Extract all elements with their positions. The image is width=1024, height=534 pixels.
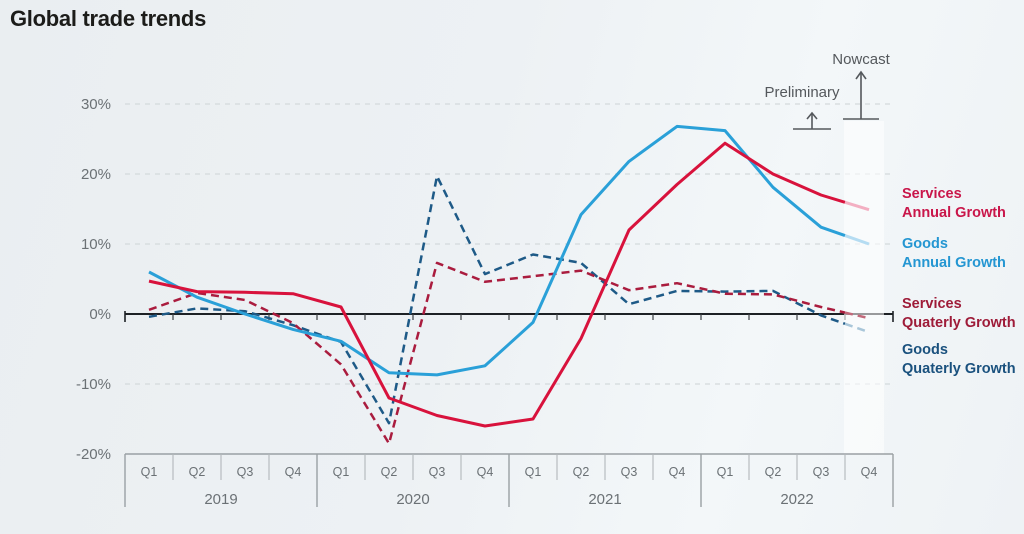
legend-services-annual-growth: Services Annual Growth bbox=[902, 185, 1023, 223]
nowcast-band bbox=[844, 121, 884, 454]
svg-text:Q3: Q3 bbox=[621, 465, 638, 479]
svg-text:30%: 30% bbox=[81, 96, 111, 113]
svg-text:Q1: Q1 bbox=[141, 465, 158, 479]
svg-text:Q4: Q4 bbox=[285, 465, 302, 479]
svg-text:Q4: Q4 bbox=[669, 465, 686, 479]
legend-goods-quaterly-growth: Goods Quaterly Growth bbox=[902, 341, 1023, 379]
svg-text:-20%: -20% bbox=[76, 446, 111, 463]
legend-goods-annual-growth: Goods Annual Growth bbox=[902, 235, 1023, 273]
svg-text:2020: 2020 bbox=[396, 491, 429, 508]
legend-label: Quaterly Growth bbox=[902, 361, 1016, 377]
series-goods-quaterly-growth bbox=[148, 174, 870, 425]
series-services-annual-growth bbox=[148, 141, 870, 428]
svg-text:Q3: Q3 bbox=[237, 465, 254, 479]
x-axis-band bbox=[124, 453, 894, 507]
svg-text:Q3: Q3 bbox=[429, 465, 446, 479]
series-services-quaterly-growth bbox=[148, 261, 870, 445]
svg-text:2022: 2022 bbox=[780, 491, 813, 508]
y-gridlines bbox=[125, 103, 893, 385]
preliminary-annotation: Preliminary bbox=[764, 84, 840, 101]
svg-text:20%: 20% bbox=[81, 166, 111, 183]
svg-text:0%: 0% bbox=[89, 306, 111, 323]
svg-text:2019: 2019 bbox=[204, 491, 237, 508]
svg-text:Q4: Q4 bbox=[861, 465, 878, 479]
svg-text:-10%: -10% bbox=[76, 376, 111, 393]
svg-text:Q1: Q1 bbox=[717, 465, 734, 479]
svg-text:Q2: Q2 bbox=[765, 465, 782, 479]
legend-label: Annual Growth bbox=[902, 255, 1006, 271]
series-goods-annual-growth bbox=[148, 124, 870, 377]
svg-text:Q2: Q2 bbox=[189, 465, 206, 479]
svg-text:Q2: Q2 bbox=[381, 465, 398, 479]
legend-label: Goods bbox=[902, 236, 948, 252]
legend-label: Services bbox=[902, 296, 962, 312]
svg-text:10%: 10% bbox=[81, 236, 111, 253]
svg-text:Q1: Q1 bbox=[333, 465, 350, 479]
page-title: Global trade trends bbox=[10, 6, 207, 31]
legend-label: Goods bbox=[902, 342, 948, 358]
svg-text:Q3: Q3 bbox=[813, 465, 830, 479]
svg-text:2021: 2021 bbox=[588, 491, 621, 508]
x-axis-labels: Q1 Q2 Q3 Q4 Q1 Q2 Q3 Q4 Q1 Q2 Q3 Q4 Q1 Q2 Q3 Q4 2019 2020… bbox=[141, 465, 878, 508]
legend-label: Annual Growth bbox=[902, 205, 1006, 221]
svg-text:Q1: Q1 bbox=[525, 465, 542, 479]
legend-label: Quaterly Growth bbox=[902, 315, 1016, 331]
svg-text:Q2: Q2 bbox=[573, 465, 590, 479]
nowcast-up-arrow-icon bbox=[843, 70, 879, 120]
preliminary-up-arrow-icon bbox=[793, 111, 831, 130]
y-axis-labels: 30% 20% 10% 0% -10% -20% bbox=[76, 96, 111, 463]
nowcast-annotation: Nowcast bbox=[832, 51, 890, 68]
svg-text:Q4: Q4 bbox=[477, 465, 494, 479]
legend-services-quaterly-growth: Services Quaterly Growth bbox=[902, 295, 1023, 333]
legend-label: Services bbox=[902, 186, 962, 202]
